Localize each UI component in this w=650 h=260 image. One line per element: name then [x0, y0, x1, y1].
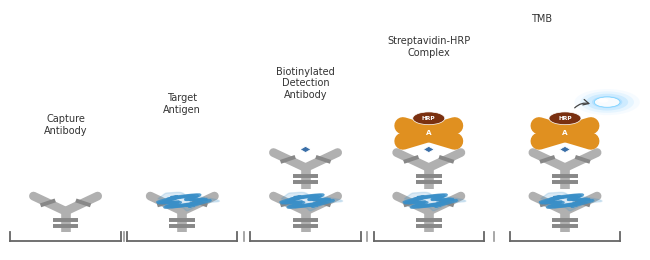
Circle shape [592, 96, 622, 108]
Polygon shape [560, 146, 571, 153]
Text: TMB: TMB [531, 14, 552, 24]
Circle shape [575, 89, 640, 115]
Polygon shape [423, 146, 434, 153]
Circle shape [413, 112, 445, 125]
Text: A: A [562, 131, 568, 137]
Text: HRP: HRP [422, 116, 436, 121]
Text: A: A [426, 131, 432, 137]
Circle shape [586, 94, 628, 110]
Text: Target
Antigen: Target Antigen [163, 93, 202, 115]
Circle shape [594, 97, 620, 107]
Circle shape [598, 98, 608, 102]
Polygon shape [281, 192, 343, 211]
Text: Streptavidin-HRP
Complex: Streptavidin-HRP Complex [387, 36, 471, 58]
Polygon shape [405, 192, 466, 211]
Circle shape [549, 112, 581, 125]
Polygon shape [300, 146, 311, 153]
Text: Biotinylated
Detection
Antibody: Biotinylated Detection Antibody [276, 67, 335, 100]
Circle shape [580, 92, 634, 113]
Polygon shape [158, 192, 219, 211]
Text: Capture
Antibody: Capture Antibody [44, 114, 87, 136]
Polygon shape [541, 192, 602, 211]
Text: HRP: HRP [558, 116, 572, 121]
